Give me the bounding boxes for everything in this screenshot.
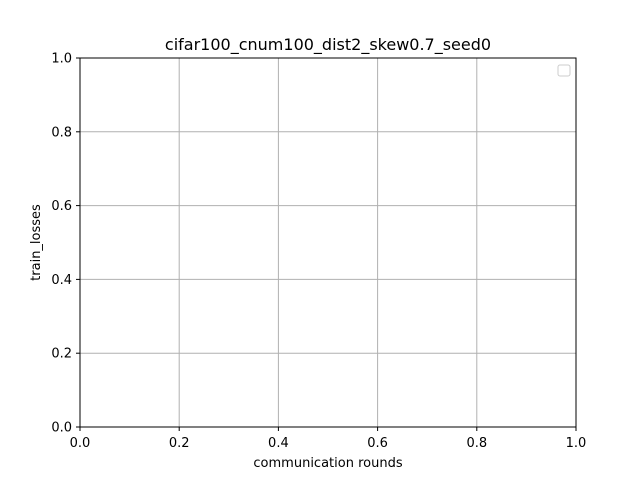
y-tick-label: 0.2 [51, 347, 72, 362]
ticks: 0.0 0.2 0.4 0.6 0.8 1.0 0.0 0.2 0.4 0.6 0.8 1.0 [51, 52, 586, 452]
y-tick-label: 0.8 [51, 125, 72, 140]
plot-frame [79, 57, 577, 428]
y-tick-label: 0.0 [51, 421, 72, 436]
x-tick-label: 0.0 [70, 436, 91, 451]
y-tick-label: 0.4 [51, 273, 72, 288]
x-axis-label: communication rounds [253, 456, 402, 471]
legend-box [557, 64, 571, 77]
y-axis-label: train_losses [29, 204, 44, 281]
y-tick-label: 1.0 [51, 52, 72, 67]
chart-title: cifar100_cnum100_dist2_skew0.7_seed0 [165, 35, 491, 55]
x-tick-label: 0.6 [367, 436, 388, 451]
x-tick-label: 0.2 [169, 436, 190, 451]
x-tick-label: 1.0 [566, 436, 587, 451]
legend [557, 64, 571, 77]
y-tick-label: 0.6 [51, 199, 72, 214]
x-tick-label: 0.4 [268, 436, 289, 451]
x-tick-label: 0.8 [466, 436, 487, 451]
